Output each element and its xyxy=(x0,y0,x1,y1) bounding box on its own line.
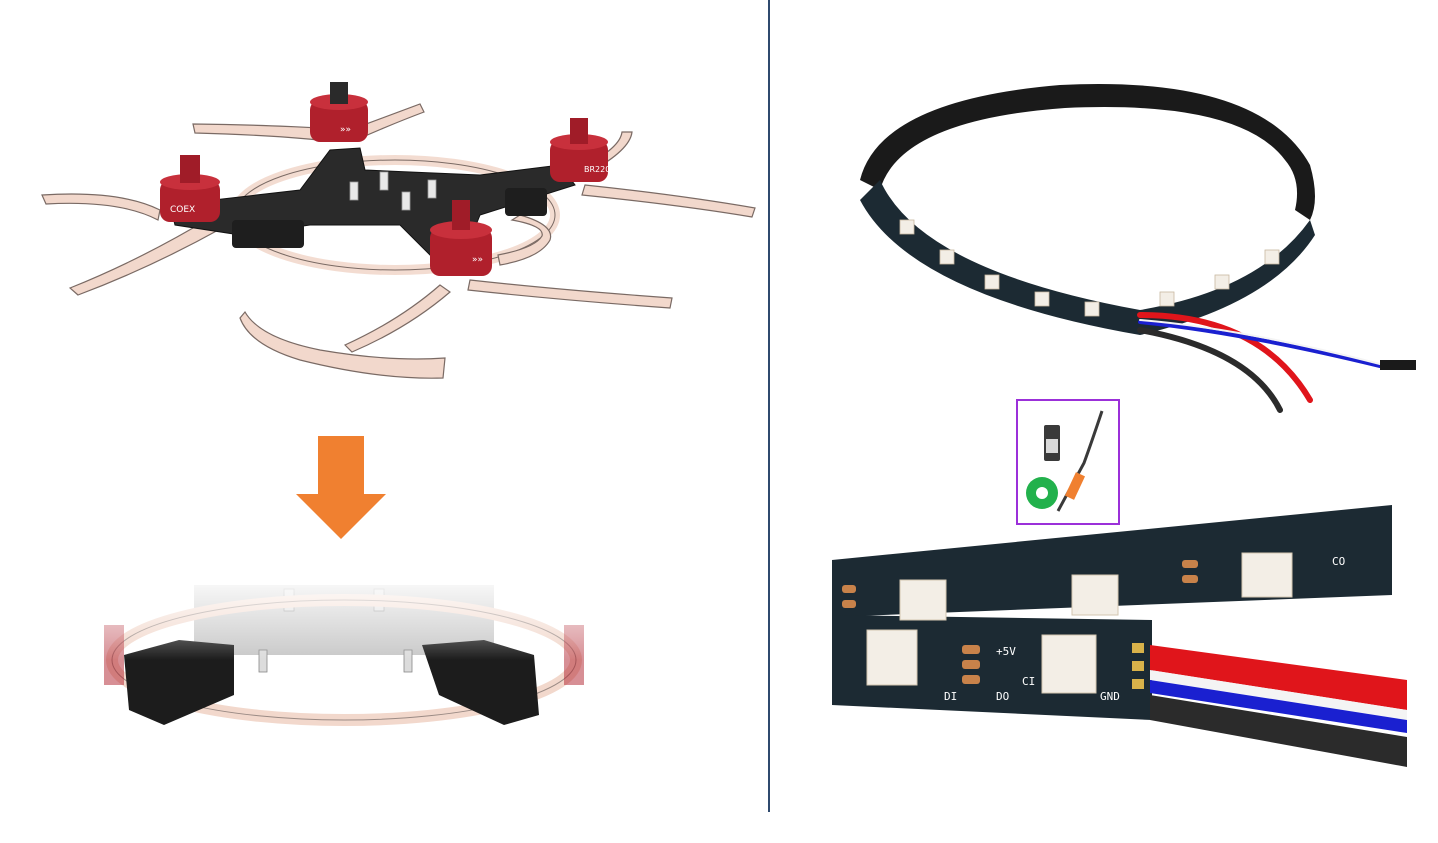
pad-label-co: CO xyxy=(1332,555,1345,568)
wire-blue xyxy=(1150,680,1407,733)
motor-model-label: BR2205 xyxy=(584,165,615,174)
motor: »» xyxy=(430,200,492,276)
motor: »» xyxy=(310,82,368,142)
wire-red xyxy=(1150,645,1407,710)
panel-divider xyxy=(768,0,770,812)
soldering-tools-icon xyxy=(1016,399,1120,525)
down-arrow-icon xyxy=(296,436,386,539)
pad-label-5v: +5V xyxy=(996,645,1016,658)
wire-black xyxy=(1150,695,1407,767)
led-strip-closeup: +5V DI DO GND CI CO xyxy=(832,505,1407,767)
pad-label-di: DI xyxy=(944,690,957,703)
right-panel: +5V DI DO GND CI CO xyxy=(770,0,1438,843)
svg-text:»»: »» xyxy=(340,125,351,135)
motor-label: COEX xyxy=(170,205,195,215)
led-strip xyxy=(860,84,1416,413)
drone-frame: COEX »» BR2205 »» xyxy=(41,82,756,379)
motor: COEX xyxy=(160,155,220,222)
pad-label-ci: CI xyxy=(1022,675,1035,688)
svg-text:»»: »» xyxy=(472,255,483,265)
pad-label-gnd: GND xyxy=(1100,690,1120,703)
left-panel: COEX »» BR2205 »» xyxy=(41,82,756,735)
landing-legs xyxy=(41,103,756,379)
guard-mount-closeup xyxy=(104,585,584,735)
pad-label-do: DO xyxy=(996,690,1009,703)
wire-white xyxy=(1150,670,1407,720)
motor: BR2205 xyxy=(550,118,615,182)
